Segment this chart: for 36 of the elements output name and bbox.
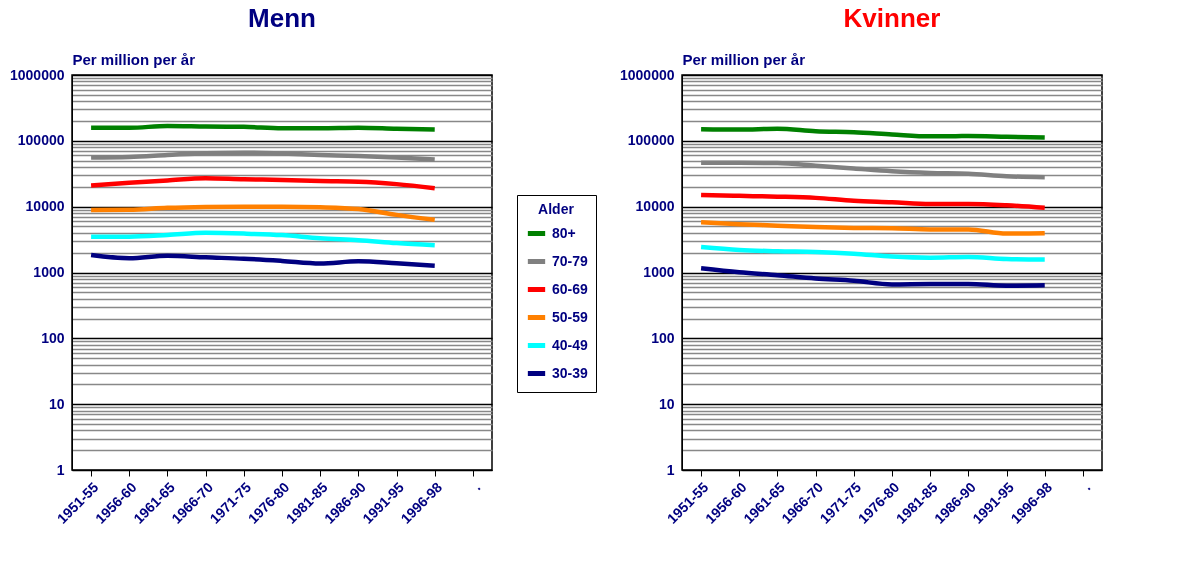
x-tick-label: . xyxy=(1079,479,1094,494)
y-tick-label: 10000 xyxy=(25,198,65,215)
line-series xyxy=(88,204,437,223)
line-series xyxy=(88,176,437,191)
line-series xyxy=(88,252,437,268)
chart-title: Kvinner xyxy=(843,3,941,33)
legend-label: 50-59 xyxy=(552,308,589,325)
y-tick-label: 1000 xyxy=(643,264,675,280)
legend-label: 80+ xyxy=(552,224,576,241)
y-tick-label: 100000 xyxy=(17,132,65,149)
y-tick-label: 1000 xyxy=(33,264,65,280)
line-series xyxy=(698,244,1047,262)
legend-label: 70-79 xyxy=(552,252,589,269)
y-tick-label: 10 xyxy=(658,395,675,412)
line-series xyxy=(698,126,1047,140)
y-tick-label: 10 xyxy=(48,395,65,412)
legend-title: Alder xyxy=(538,201,575,217)
x-tick-label: . xyxy=(469,479,484,494)
y-tick-label: 1 xyxy=(666,461,675,478)
legend-label: 30-39 xyxy=(552,364,589,381)
y-tick-label: 10000 xyxy=(635,198,675,215)
y-tick-label: 100 xyxy=(41,329,65,346)
y-axis-title: Per million per år xyxy=(682,50,806,68)
line-series xyxy=(698,266,1047,288)
legend-label: 60-69 xyxy=(552,280,589,297)
line-series xyxy=(88,230,437,248)
line-series xyxy=(698,219,1047,236)
y-tick-label: 100000 xyxy=(627,132,675,149)
legend-label: 40-49 xyxy=(552,336,589,353)
y-tick-label: 1000000 xyxy=(9,66,65,83)
line-series xyxy=(698,192,1047,211)
y-tick-label: 100 xyxy=(651,329,675,346)
y-axis-title: Per million per år xyxy=(72,50,196,68)
y-tick-label: 1 xyxy=(56,461,65,478)
y-tick-label: 1000000 xyxy=(619,66,675,83)
chart-title: Menn xyxy=(248,3,316,33)
